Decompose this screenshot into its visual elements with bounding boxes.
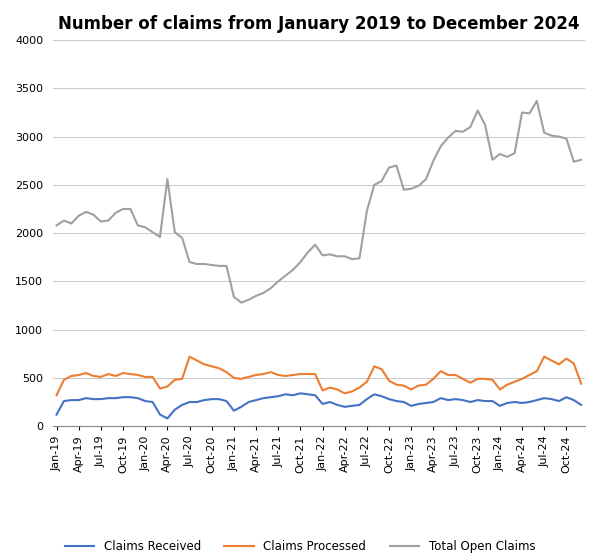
Claims Processed	[578, 381, 585, 387]
Line: Total Open Claims: Total Open Claims	[56, 101, 581, 302]
Claims Processed	[127, 371, 134, 377]
Total Open Claims	[356, 255, 363, 262]
Total Open Claims	[578, 156, 585, 163]
Total Open Claims	[127, 206, 134, 213]
Claims Received	[127, 394, 134, 401]
Legend: Claims Received, Claims Processed, Total Open Claims: Claims Received, Claims Processed, Total…	[60, 535, 540, 557]
Claims Received	[53, 411, 60, 418]
Claims Processed	[238, 376, 245, 382]
Claims Received	[238, 403, 245, 410]
Claims Processed	[356, 384, 363, 391]
Claims Processed	[186, 353, 193, 360]
Total Open Claims	[230, 294, 238, 300]
Claims Received	[422, 400, 430, 406]
Total Open Claims	[415, 182, 422, 189]
Claims Processed	[179, 376, 186, 382]
Claims Received	[548, 396, 555, 402]
Claims Processed	[393, 381, 400, 388]
Total Open Claims	[238, 299, 245, 306]
Claims Processed	[53, 392, 60, 398]
Claims Processed	[415, 382, 422, 389]
Claims Received	[297, 390, 304, 397]
Total Open Claims	[533, 98, 541, 104]
Claims Received	[363, 396, 370, 402]
Title: Number of claims from January 2019 to December 2024: Number of claims from January 2019 to De…	[58, 15, 580, 33]
Line: Claims Processed: Claims Processed	[56, 357, 581, 395]
Line: Claims Received: Claims Received	[56, 393, 581, 418]
Claims Received	[164, 415, 171, 422]
Total Open Claims	[548, 132, 555, 139]
Total Open Claims	[53, 222, 60, 229]
Total Open Claims	[393, 162, 400, 169]
Claims Received	[578, 402, 585, 408]
Claims Received	[400, 398, 407, 405]
